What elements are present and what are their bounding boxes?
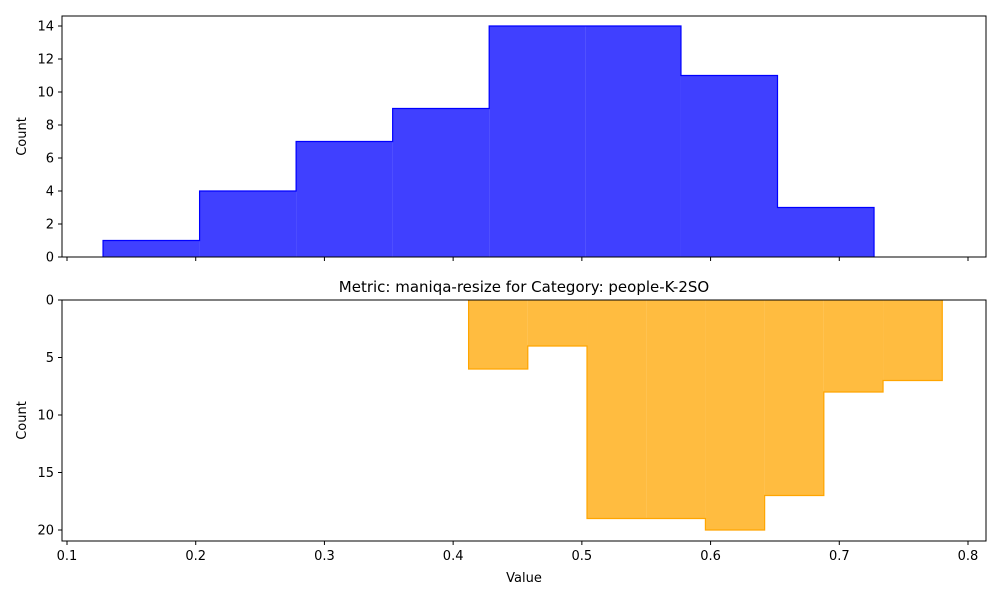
bottom-step-outline (467, 300, 943, 531)
bottom-y-tick-label: 10 (37, 409, 54, 424)
top-bar (489, 26, 586, 257)
bottom-histogram-marks (467, 300, 943, 531)
bottom-y-ticks: 0 5 10 15 20 (37, 294, 62, 539)
chart-title: Metric: maniqa-resize for Category: peop… (339, 278, 709, 296)
top-bar (392, 108, 490, 257)
bottom-x-tick-label: 0.3 (314, 549, 335, 564)
bottom-x-tick-label: 0.8 (958, 549, 979, 564)
bottom-x-tick-label: 0.7 (829, 549, 850, 564)
top-y-tick-label: 4 (46, 185, 54, 200)
top-bar (777, 207, 875, 257)
top-y-tick-label: 6 (46, 152, 54, 167)
bottom-y-tick-label: 0 (46, 294, 54, 309)
bottom-bar (587, 300, 647, 519)
bottom-y-tick-label: 20 (37, 524, 54, 539)
top-y-tick-label: 8 (46, 119, 54, 134)
bottom-bar (705, 300, 765, 530)
top-histogram-marks (102, 25, 875, 257)
bottom-bar (764, 300, 824, 496)
bottom-bar (823, 300, 884, 392)
top-step-outline (102, 25, 875, 257)
top-x-ticks (66, 257, 969, 261)
bottom-y-axis-label: Count (15, 401, 30, 440)
top-y-tick-label: 2 (46, 218, 54, 233)
bottom-bar (527, 300, 588, 346)
top-bar (103, 240, 200, 257)
top-y-tick-label: 12 (37, 53, 54, 68)
bottom-x-tick-label: 0.5 (572, 549, 593, 564)
bottom-x-tick-label: 0.4 (443, 549, 464, 564)
top-bar (585, 26, 681, 257)
top-y-tick-label: 10 (37, 86, 54, 101)
x-axis-label: Value (506, 571, 542, 586)
bottom-x-tick-label: 0.6 (700, 549, 721, 564)
top-bar (680, 75, 778, 257)
bottom-bar (883, 300, 943, 381)
top-histogram-panel: 0 2 4 6 8 10 12 14 Count (15, 15, 987, 266)
bottom-bar (646, 300, 706, 519)
top-y-axis-label: Count (15, 117, 30, 156)
bottom-x-tick-label: 0.1 (57, 549, 78, 564)
bottom-plot-frame (61, 299, 987, 542)
bottom-y-tick-label: 5 (46, 351, 54, 366)
top-y-tick-label: 14 (37, 20, 54, 35)
top-bar (199, 191, 297, 257)
top-y-tick-label: 0 (46, 251, 54, 266)
bottom-x-ticks: 0.1 0.2 0.3 0.4 0.5 0.6 0.7 0.8 (57, 541, 979, 564)
bottom-bar (468, 300, 528, 369)
top-bar (296, 141, 393, 257)
top-y-ticks: 0 2 4 6 8 10 12 14 (37, 20, 62, 266)
bottom-x-tick-label: 0.2 (185, 549, 206, 564)
bottom-y-tick-label: 15 (37, 466, 54, 481)
bottom-histogram-panel: Metric: maniqa-resize for Category: peop… (15, 278, 987, 586)
top-plot-frame (61, 15, 987, 258)
